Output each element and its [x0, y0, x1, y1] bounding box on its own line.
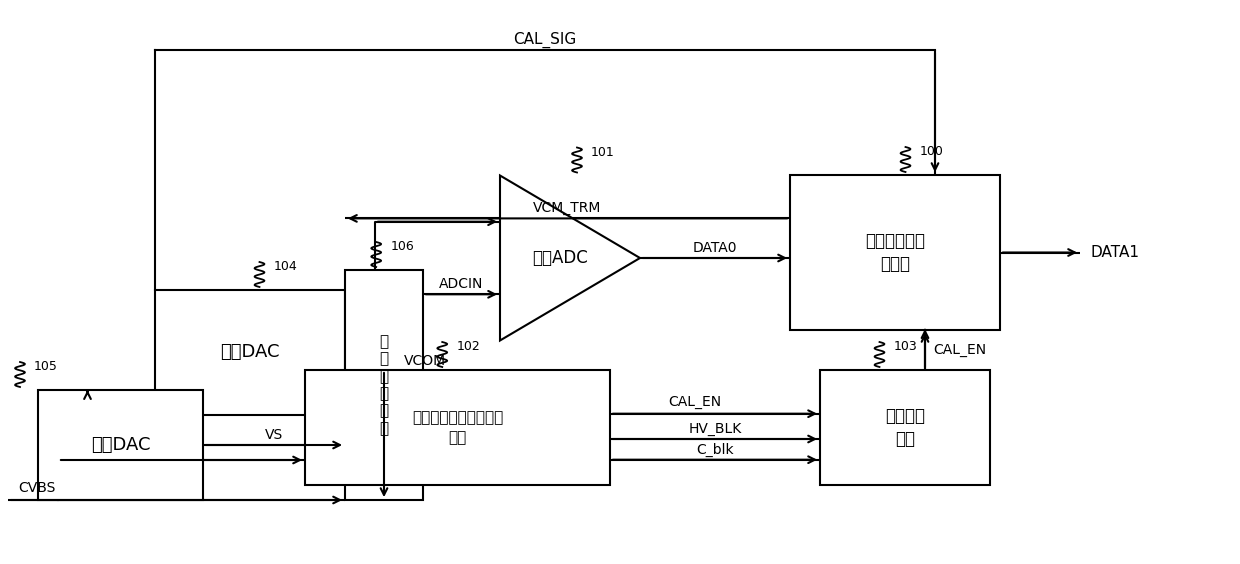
- Text: 102: 102: [456, 340, 480, 353]
- Text: 第一DAC: 第一DAC: [91, 436, 150, 454]
- Text: 106: 106: [391, 240, 414, 253]
- Bar: [345, 270, 423, 500]
- Text: CAL_EN: CAL_EN: [668, 395, 722, 409]
- Text: DATA1: DATA1: [1090, 245, 1140, 260]
- Text: 第二DAC: 第二DAC: [221, 343, 280, 362]
- Text: 101: 101: [591, 146, 615, 158]
- Text: VCM_TRM: VCM_TRM: [533, 201, 601, 215]
- Text: 103: 103: [894, 340, 918, 353]
- Text: CAL_EN: CAL_EN: [932, 343, 986, 357]
- Text: HV_BLK: HV_BLK: [688, 422, 742, 436]
- Bar: [38, 390, 203, 500]
- Text: C_blk: C_blk: [696, 443, 734, 457]
- Text: DATA0: DATA0: [693, 241, 738, 255]
- Polygon shape: [500, 175, 640, 341]
- Text: VS: VS: [265, 428, 283, 442]
- Bar: [155, 290, 345, 415]
- Text: 误差检测及处
理模块: 误差检测及处 理模块: [866, 232, 925, 274]
- Text: 100: 100: [920, 145, 944, 158]
- Bar: [305, 370, 610, 485]
- Text: 104: 104: [274, 260, 298, 273]
- Text: VCOM: VCOM: [404, 354, 446, 368]
- Text: ADCIN: ADCIN: [439, 277, 484, 291]
- Text: 模式控制
模块: 模式控制 模块: [885, 407, 925, 448]
- Text: 视频信号复合同步分离
模块: 视频信号复合同步分离 模块: [412, 410, 503, 445]
- Bar: [790, 175, 999, 330]
- Text: 视频ADC: 视频ADC: [532, 249, 588, 267]
- Text: CAL_SIG: CAL_SIG: [513, 32, 577, 48]
- Text: 105: 105: [33, 360, 58, 373]
- Bar: [820, 370, 990, 485]
- Text: CVBS: CVBS: [19, 481, 56, 495]
- Text: 第
一
选
择
模
块: 第 一 选 择 模 块: [379, 334, 388, 436]
